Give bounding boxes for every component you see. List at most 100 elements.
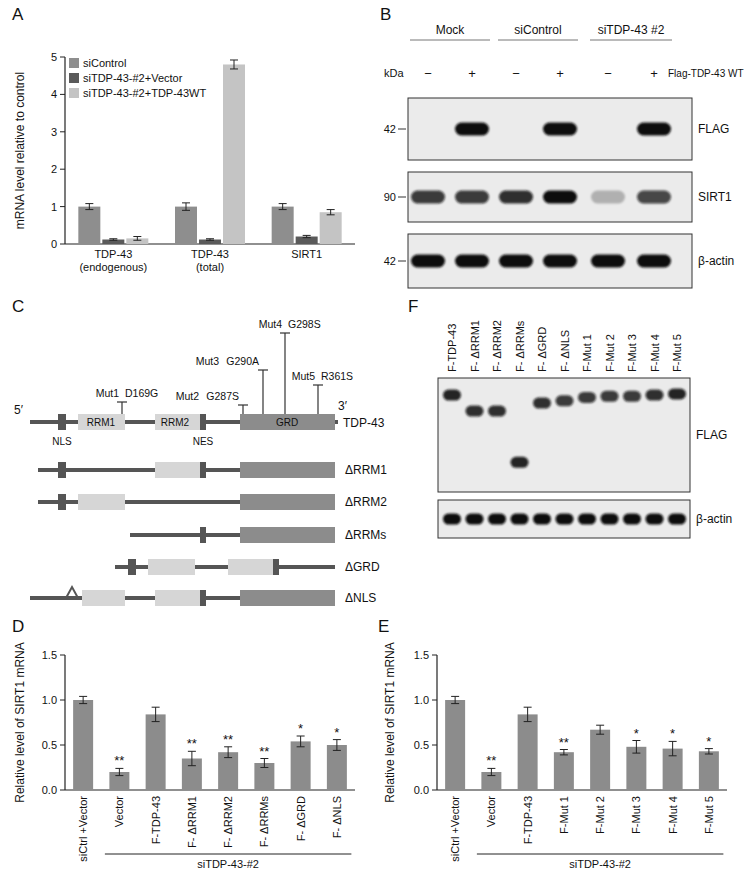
x-tick-label: F-Mut 3 [630,796,642,834]
y-tick [60,244,65,245]
blot-label: SIRT1 [698,190,732,204]
x-axis [437,789,727,790]
mutation-name: Mut1 [96,387,120,399]
error-bar [224,747,232,758]
panel-f: F-TDP-43F- ΔRRM1F- ΔRRM2F- ΔRRMsF- ΔGRDF… [438,320,732,538]
y-tick [60,206,65,207]
construct-label: ΔNLS [345,591,376,605]
band [556,395,574,406]
legend-label: siTDP-43-#2+Vector [83,72,183,84]
bar [73,700,93,790]
lane-sign: − [424,66,432,81]
band [637,123,671,136]
band [443,390,461,401]
band [455,191,489,204]
band [411,191,445,204]
domain-grd [240,590,335,606]
group-bracket [477,854,724,855]
band [668,514,686,525]
mutation-cap [238,404,248,405]
y-tick-label: 1.5 [414,649,429,661]
y-tick [60,700,65,701]
domain-rrm [82,590,125,606]
y-tick [432,700,437,701]
column-header: siTDP-43 #2 [598,23,665,37]
bar [146,714,166,790]
band [499,123,533,136]
construct-label: ΔGRD [345,560,380,574]
error-bar [206,239,214,240]
error-bar [279,204,287,210]
error-bar [109,239,117,240]
mutation-cap [258,369,268,370]
domain-grd [240,527,335,543]
domain-label: RRM2 [161,417,190,428]
x-tick-label: F-Mut 4 [667,796,679,834]
band [533,398,551,409]
mutation-cap [117,401,127,402]
domain-label: GRD [276,417,298,428]
column-header: siControl [514,23,561,37]
lane-sign: + [650,66,658,81]
x-tick-label: SIRT1 [291,248,322,260]
significance: ** [259,744,269,759]
y-tick-label: 0.0 [414,784,429,796]
domain-nls [58,414,66,430]
band [591,255,625,268]
y-tick-label: 4 [51,88,57,100]
end-label: 3′ [338,399,348,413]
band [623,391,641,402]
construct-label: ΔRRM1 [345,463,387,477]
error-bar [451,696,459,703]
band [601,391,619,402]
lane-sign: + [556,66,564,81]
end-label: 5′ [14,403,24,417]
error-bar [133,237,141,241]
x-tick-label: F- ΔGRD [295,796,307,841]
lane-label: F-Mut 2 [604,334,616,372]
error-bar [487,768,495,775]
band [578,514,596,525]
domain-nls [58,462,66,478]
significance: * [706,734,711,749]
domain-grd [240,462,335,478]
legend-label: siTDP-43-#2+TDP-43WT [83,87,206,99]
chart: 0.00.51.01.5Relative level of SIRT1 mRNA… [13,642,355,870]
bar [699,751,719,790]
error-bar [79,696,87,703]
x-tick-label: F-Mut 2 [594,796,606,834]
mutation-change: D169G [125,387,158,399]
bar [272,207,294,244]
error-bar [182,203,190,210]
blot-membrane [438,378,690,492]
significance: * [298,721,303,736]
lane-label: F-Mut 5 [671,334,683,372]
y-axis [64,655,65,790]
error-bar [669,741,677,755]
kda-marker: 42 [384,255,396,267]
domain-nes [200,590,206,606]
bar [199,240,221,244]
significance: ** [559,735,569,750]
significance: ** [187,736,197,751]
band [578,392,596,403]
significance: ** [114,753,124,768]
legend: siControlsiTDP-43-#2+VectorsiTDP-43-#2+T… [69,57,206,99]
mutation-change: R361S [321,370,353,382]
band [411,123,445,136]
error-bar [188,751,196,765]
group-bracket [105,854,352,855]
band [411,255,445,268]
mutation-change: G287S [206,390,239,402]
lane-sign: − [512,66,520,81]
treatment-label: Flag-TDP-43 WT [668,68,744,79]
band [466,514,484,525]
domain-nls [58,494,66,510]
column-underline [410,40,490,41]
domain-nes [200,414,206,430]
error-bar [327,210,335,215]
y-tick-label: 2 [51,163,57,175]
mutation-stem [121,402,122,414]
error-bar [705,749,713,754]
band [543,123,577,136]
